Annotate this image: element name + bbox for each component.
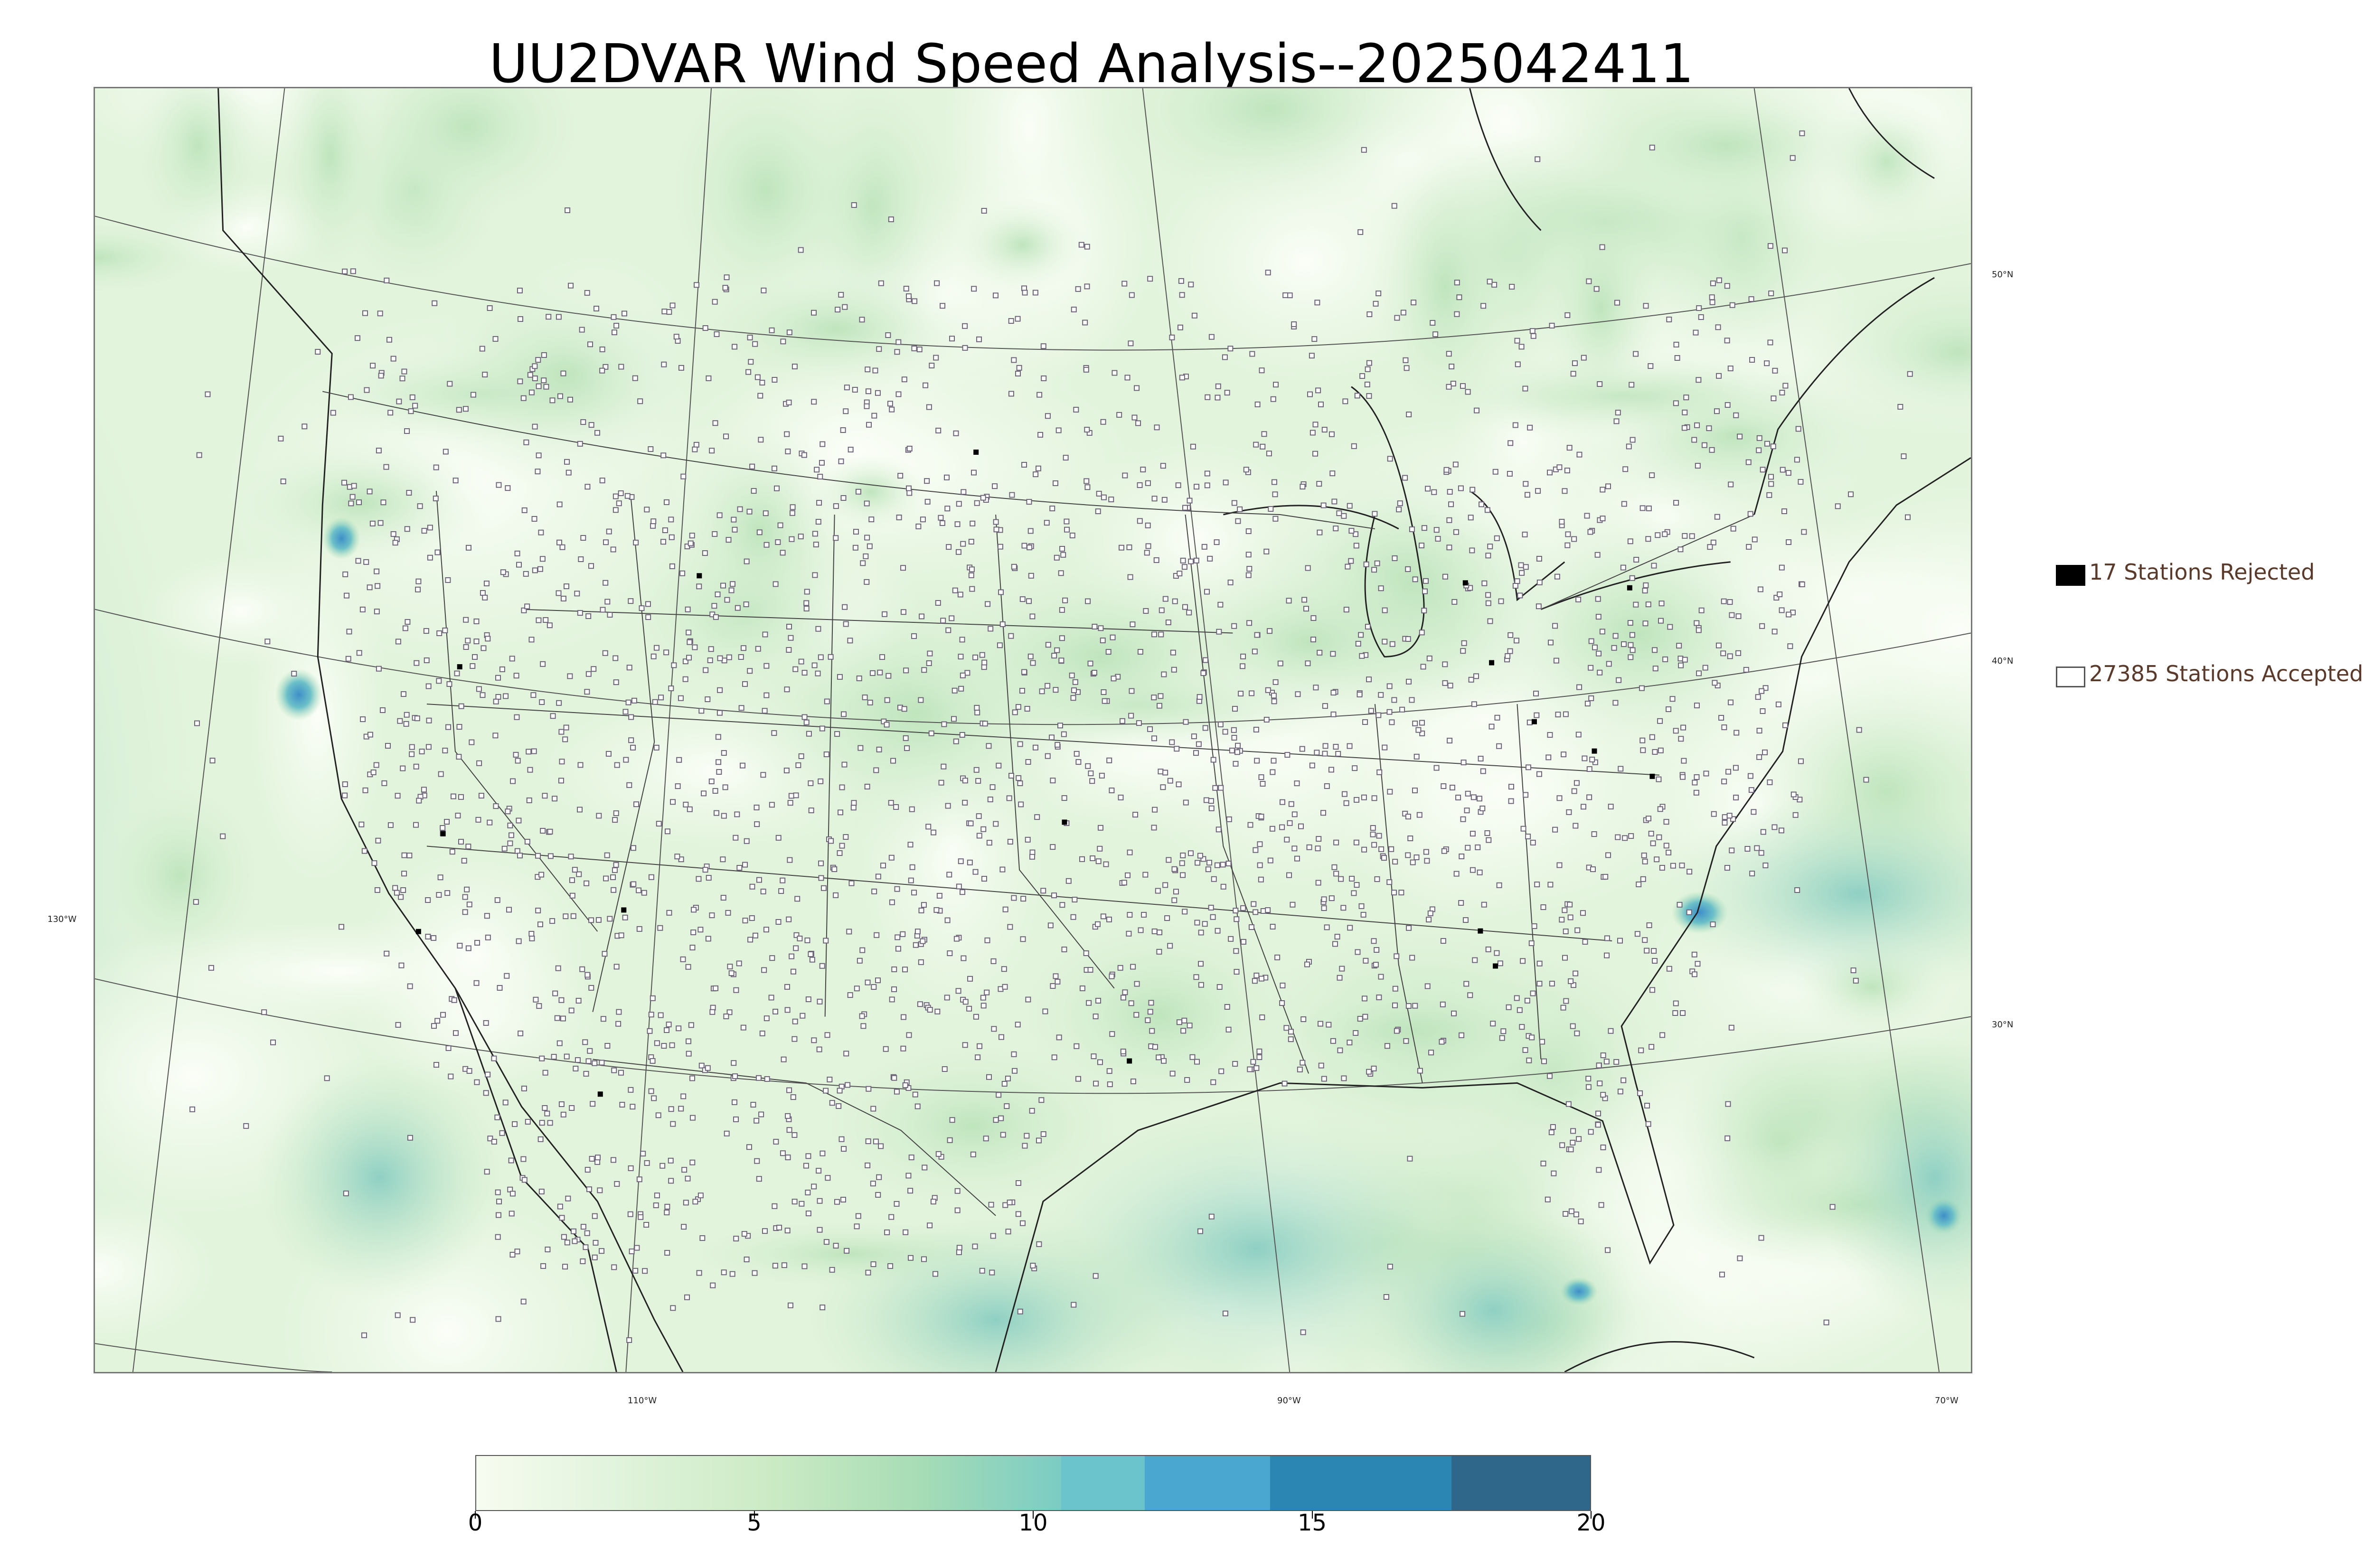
- colorbar-tick: [1311, 1511, 1313, 1519]
- colorbar-segment: [475, 1455, 1061, 1511]
- lat-label-40: 40°N: [1992, 656, 2014, 666]
- legend-label-accepted: 27385 Stations Accepted: [2089, 661, 2364, 686]
- lon-label-130: 130°W: [47, 914, 77, 924]
- lon-label-90: 90°W: [1277, 1396, 1301, 1406]
- colorbar-tick-label: 5: [747, 1510, 762, 1536]
- lon-label-110: 110°W: [628, 1396, 657, 1406]
- colorbar-border: [475, 1455, 1591, 1511]
- coastlines: [217, 88, 1971, 1372]
- colorbar-tick: [1591, 1511, 1592, 1519]
- station-markers: [189, 130, 1913, 1343]
- colorbar-segment: [1061, 1455, 1145, 1511]
- legend-swatch-accepted: [2056, 667, 2085, 687]
- wind-speed-map-canvas: [95, 88, 1971, 1372]
- colorbar-tick: [754, 1511, 755, 1519]
- colorbar-tick-label: 20: [1576, 1510, 1606, 1536]
- colorbar-segment: [1270, 1455, 1452, 1511]
- colorbar-tick-label: 0: [468, 1510, 483, 1536]
- colorbar-segment: [1145, 1455, 1271, 1511]
- political-borders: [322, 391, 1755, 1216]
- lat-label-50: 50°N: [1992, 270, 2014, 280]
- wind-field: [95, 88, 1971, 1372]
- wind-speed-colorbar: [475, 1455, 1592, 1519]
- colorbar-segment: [1451, 1455, 1591, 1511]
- map-title: UU2DVAR Wind Speed Analysis--2025042411: [489, 33, 1694, 95]
- legend-swatch-rejected: [2056, 565, 2085, 586]
- colorbar-tick-label: 10: [1018, 1510, 1048, 1536]
- colorbar-tick: [1033, 1511, 1034, 1519]
- wind-speed-map: [94, 87, 1972, 1373]
- lat-label-30: 30°N: [1992, 1020, 2014, 1030]
- legend-label-rejected: 17 Stations Rejected: [2089, 559, 2315, 585]
- graticule-lines: [95, 88, 1971, 1372]
- colorbar-tick-label: 15: [1297, 1510, 1327, 1536]
- colorbar-tick: [475, 1511, 476, 1519]
- lon-label-70: 70°W: [1935, 1396, 1959, 1406]
